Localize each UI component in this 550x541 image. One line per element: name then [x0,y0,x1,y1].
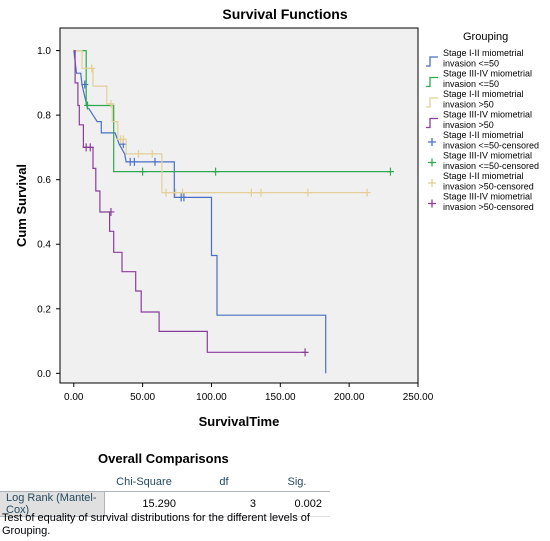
legend-label: Stage III-IV miometrial [443,151,532,161]
x-tick-label: 250.00 [403,392,434,403]
censor-mark-3 [162,188,170,197]
survival-chart: Survival Functions Cum Survival Survival… [14,6,540,429]
legend-swatch-plus [428,158,436,167]
y-tick-label: 0.6 [37,175,51,186]
header-sig: Sig. [264,472,330,492]
legend-label: invasion <=50 [443,59,499,69]
x-tick-label: 150.00 [265,392,296,403]
censor-mark-4 [86,143,94,152]
censor-mark-3 [247,188,255,197]
censor-mark-3 [119,135,127,144]
cell-df: 3 [184,491,264,517]
y-tick-label: 0.2 [37,304,51,315]
row-label-log-rank: Log Rank (Mantel-Cox) [0,491,105,517]
legend-swatch-line [426,76,438,88]
legend-label: Stage I-II miometrial [443,48,524,58]
x-tick-label: 100.00 [196,392,227,403]
censor-mark-4 [301,348,309,357]
legend-label: invasion >50 [443,100,494,110]
censor-mark-3 [363,188,371,197]
censor-mark-3 [172,188,180,197]
y-tick-label: 0.8 [37,111,51,122]
legend-title: Grouping [463,31,508,43]
legend-label: Stage I-II miometrial [443,89,524,99]
legend-label: invasion <=50 [443,79,499,89]
censor-mark-2 [139,167,147,176]
series-line-3 [73,50,368,194]
legend-swatch-line [426,117,438,129]
legend-swatch-plus [428,199,436,208]
table-corner [0,472,104,492]
plot-area [59,27,419,384]
header-df: df [184,472,264,492]
comparisons-footnote: Test of equality of survival distributio… [2,512,310,537]
censor-mark-3 [107,99,115,108]
censor-mark-1 [180,193,188,202]
legend-swatch-line [426,97,438,108]
comparisons-title: Overall Comparisons [98,451,229,466]
axis-ticks: 0.00 50.00 100.00 150.00 200.00 250.00 0.0 0.2 0… [37,46,434,403]
legend-label: invasion >50-censored [443,202,534,212]
x-tick-label: 200.00 [334,392,365,403]
censor-mark-3 [179,188,187,197]
censor-mark-3 [304,188,312,197]
censor-mark-1 [81,80,89,89]
legend-label: invasion <=50-censored [443,141,539,151]
legend-label: invasion >50-censored [443,182,534,192]
table-header-row: Chi-Square df Sig. [0,472,330,492]
censor-mark-2 [84,101,92,110]
y-axis-label: Cum Survival [14,164,29,247]
y-tick-label: 0.0 [37,369,51,380]
legend-label: invasion <=50-censored [443,161,539,171]
series-group [73,50,394,374]
header-chi-square: Chi-Square [104,472,184,492]
chart-title: Survival Functions [222,6,347,22]
legend-swatch-line [426,56,438,67]
censor-mark-3 [88,64,96,73]
censor-mark-3 [148,149,156,158]
censor-mark-3 [134,149,142,158]
censor-mark-1 [130,157,138,166]
legend-label: Stage III-IV miometrial [443,110,532,120]
legend-swatch-plus [428,138,436,146]
censor-mark-4 [107,207,115,216]
x-tick-label: 50.00 [130,392,155,403]
y-tick-label: 1.0 [37,46,51,57]
legend-label: Stage I-II miometrial [443,130,524,140]
cell-sig: 0.002 [264,491,330,517]
x-tick-label: 0.00 [64,392,84,403]
censor-mark-2 [386,167,394,176]
comparisons-table: Chi-Square df Sig. Log Rank (Mantel-Cox)… [0,472,330,517]
legend-label: Stage I-II miometrial [443,171,524,181]
censor-mark-1 [151,157,159,166]
legend-label: Stage III-IV miometrial [443,192,532,202]
censor-mark-3 [257,188,265,197]
x-axis-label: SurvivalTime [199,414,280,429]
y-tick-label: 0.4 [37,240,51,251]
series-line-4 [73,50,306,353]
table-row: Log Rank (Mantel-Cox) 15.290 3 0.002 [0,491,330,517]
cell-chi-square: 15.290 [104,491,184,517]
legend-label: Stage III-IV miometrial [443,69,532,79]
censor-mark-2 [212,167,220,176]
legend-swatch-plus [428,179,436,187]
legend-label: invasion >50 [443,120,494,130]
